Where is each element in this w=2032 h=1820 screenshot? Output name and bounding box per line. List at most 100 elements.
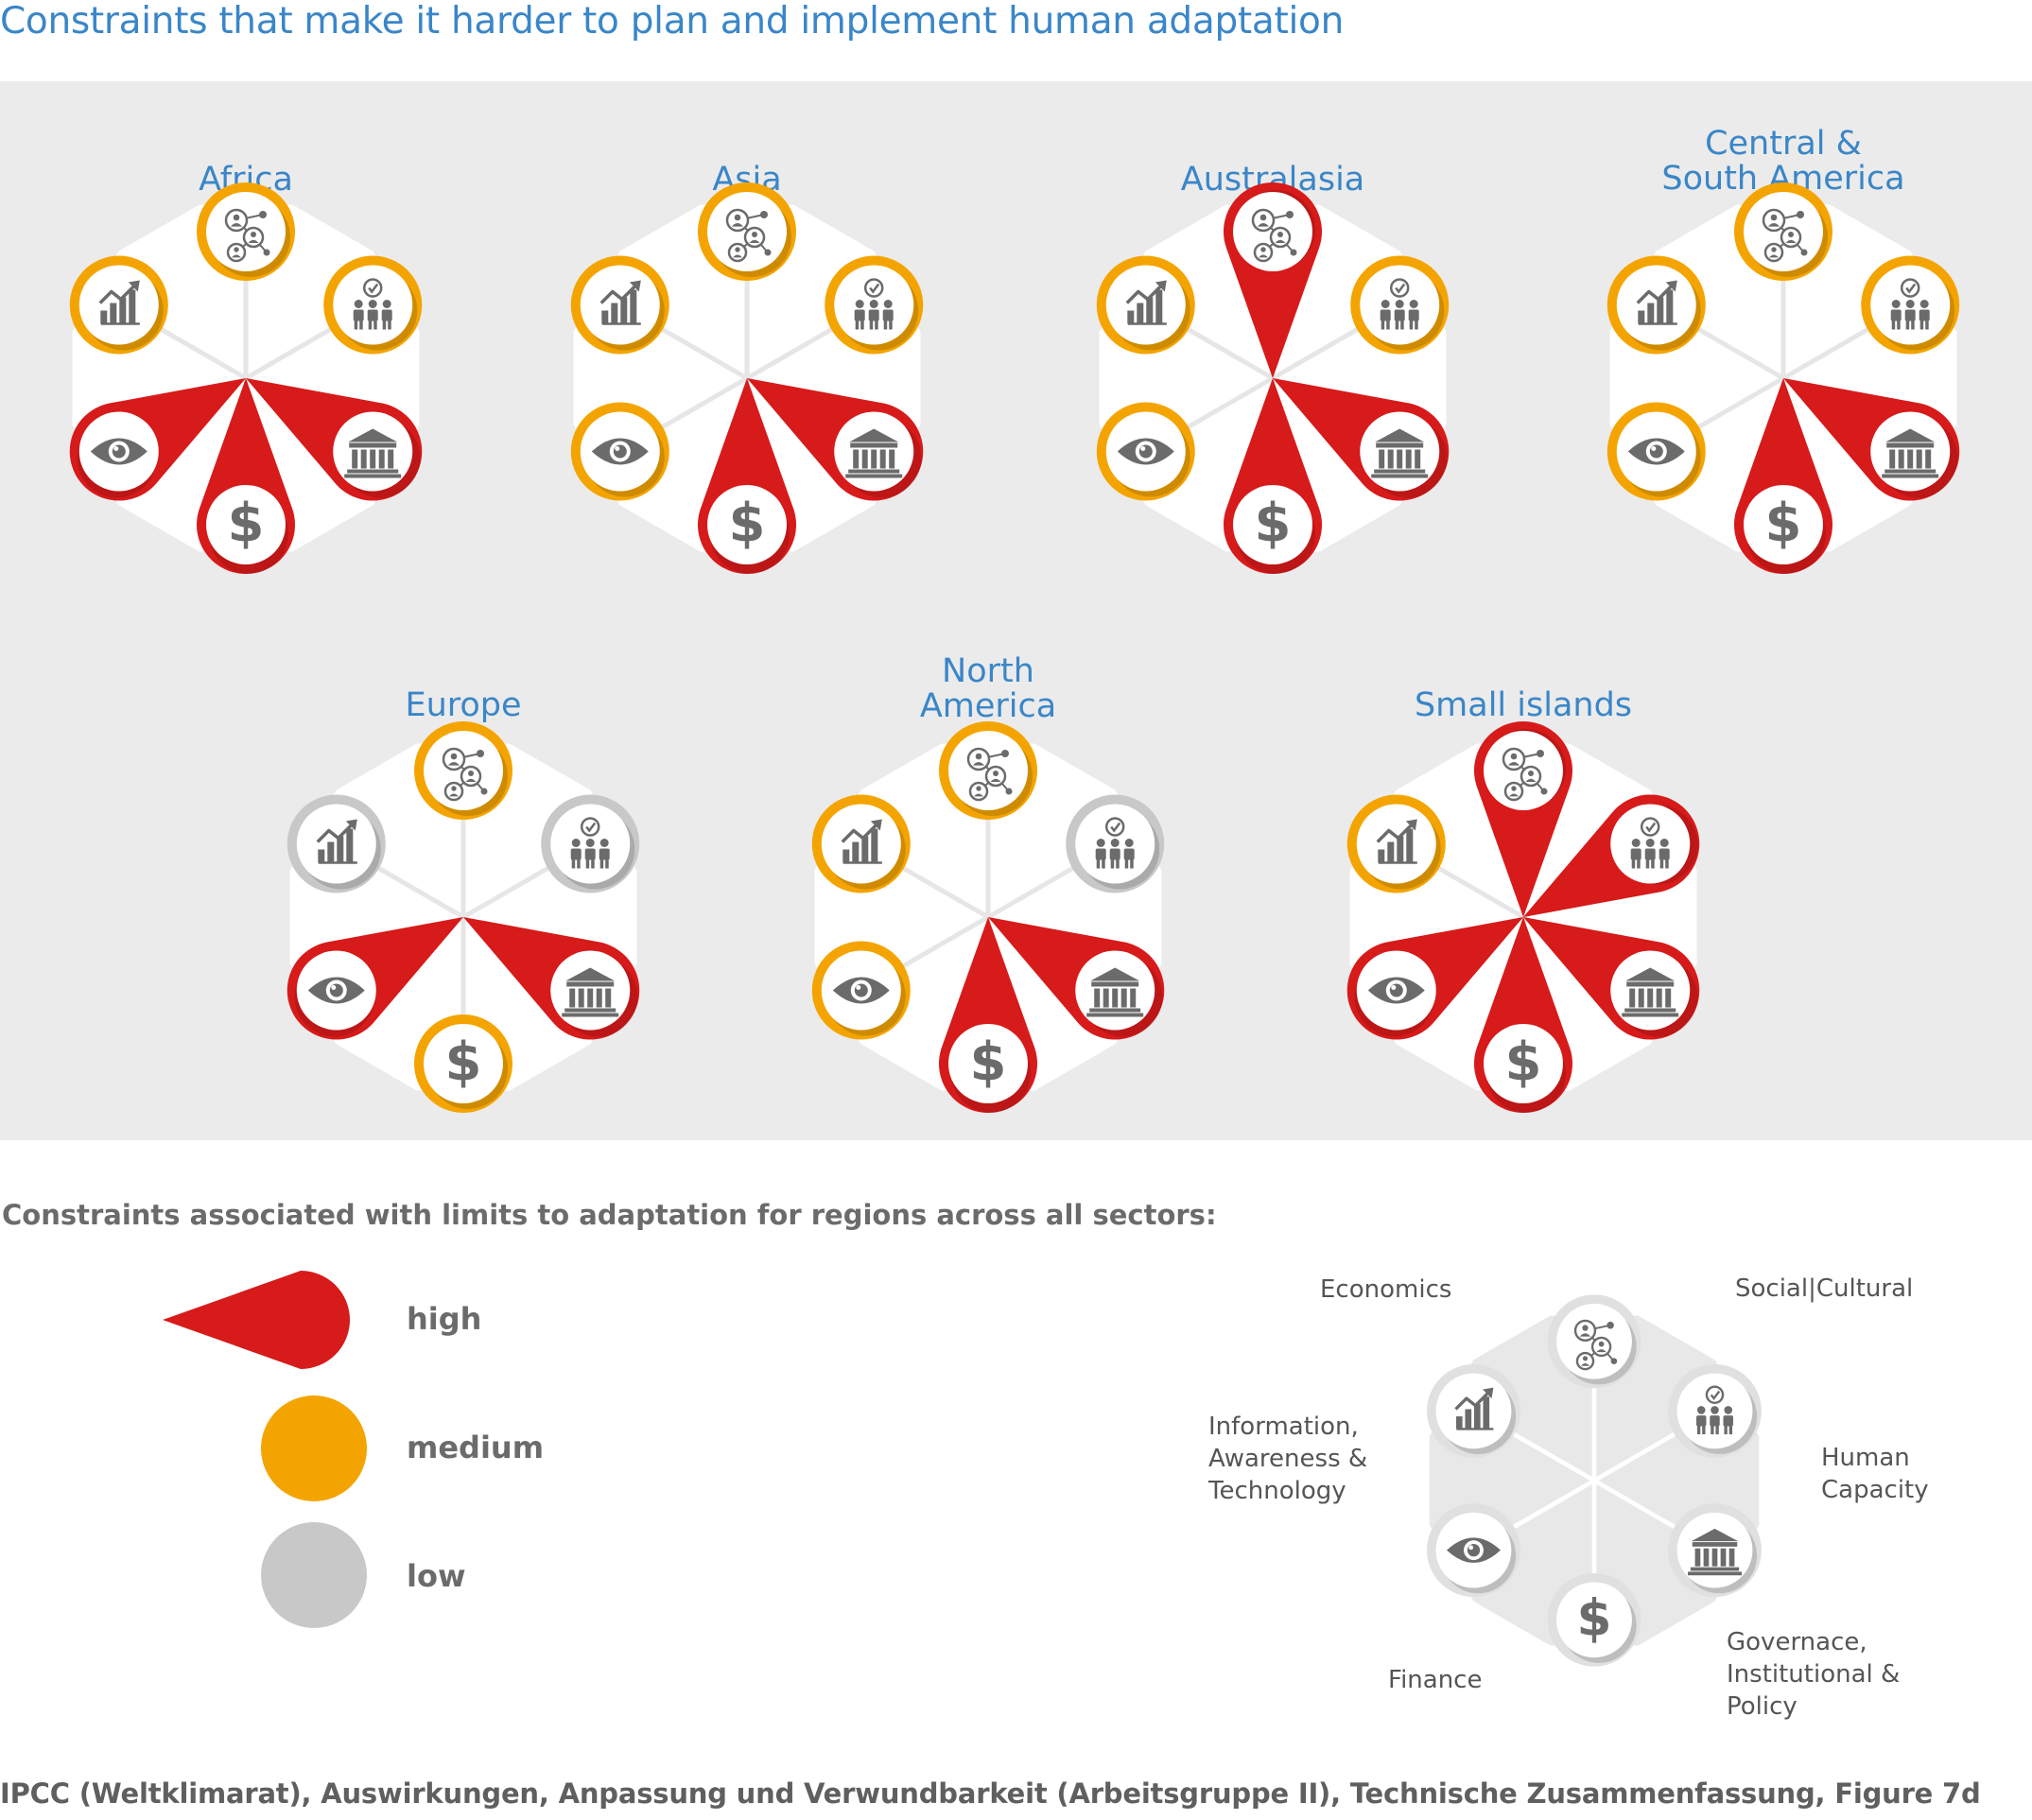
petal-finance: $ — [1474, 917, 1572, 1114]
chart-up-icon — [316, 819, 357, 864]
eye-icon — [307, 977, 365, 1004]
dollar-icon: $ — [1255, 493, 1292, 554]
key-label-economics: Economics — [1320, 1275, 1452, 1304]
petal-finance: $ — [197, 378, 296, 575]
region-name: Small islands — [1414, 686, 1633, 724]
social-network-icon — [725, 208, 772, 263]
people-check-icon — [1696, 1385, 1733, 1435]
petal-governance — [1523, 917, 1700, 1040]
legend-high-marker — [163, 1271, 350, 1369]
region-africa: Africa $ — [0, 132, 492, 624]
region-name: North America — [919, 652, 1057, 725]
petal-social — [1474, 720, 1572, 917]
chart-up-icon — [1125, 280, 1167, 325]
chart-up-icon — [1376, 819, 1417, 864]
social-network-icon — [966, 747, 1013, 802]
petal-social — [939, 721, 1037, 820]
petal-economics — [1096, 255, 1195, 355]
page-title: Constraints that make it harder to plan … — [0, 0, 1345, 43]
petal-human — [1861, 255, 1960, 355]
institution-icon — [562, 967, 619, 1017]
institution-icon — [1086, 967, 1144, 1017]
people-check-icon — [1890, 278, 1930, 330]
petal-governance — [988, 917, 1165, 1040]
region-asia: Asia $ — [501, 132, 993, 624]
key-label-finance: Finance — [1388, 1666, 1483, 1694]
people-check-icon — [570, 817, 610, 869]
svg-text:$: $ — [729, 493, 766, 554]
region-flower: $ — [811, 721, 1165, 1114]
dollar-icon: $ — [1505, 1031, 1542, 1093]
region-flower: $ — [1606, 182, 1960, 575]
petal-human — [825, 255, 924, 355]
region-name: Europe — [405, 686, 522, 724]
region-small-islands: Small islands $ — [1277, 671, 1769, 1163]
dollar-icon: $ — [1765, 493, 1802, 554]
petal-governance — [1273, 378, 1450, 501]
petal-human — [1668, 1363, 1762, 1458]
legend-low-marker — [261, 1522, 367, 1628]
chart-up-icon — [98, 280, 140, 325]
region-name: Central & South America — [1661, 125, 1905, 198]
svg-text:$: $ — [1576, 1588, 1611, 1647]
petal-finance: $ — [1547, 1572, 1641, 1667]
people-check-icon — [353, 278, 392, 330]
petal-economics — [811, 794, 911, 893]
region-flower: $ — [287, 721, 640, 1113]
svg-text:$: $ — [970, 1031, 1007, 1093]
petal-human — [1350, 255, 1450, 355]
source-note: IPCC (Weltklimarat), Auswirkungen, Anpas… — [0, 1777, 1981, 1810]
people-check-icon — [854, 278, 894, 330]
legend: high medium low — [151, 1257, 624, 1645]
social-network-icon — [442, 747, 488, 802]
social-network-icon — [224, 208, 270, 263]
region-europe: Europe $ — [217, 671, 709, 1163]
dollar-icon: $ — [970, 1031, 1007, 1093]
key-label-governance: Governace, Institutional & Policy — [1727, 1628, 1901, 1721]
chart-up-icon — [1636, 280, 1677, 325]
petal-governance — [246, 378, 423, 501]
eye-icon — [1117, 438, 1174, 465]
dollar-icon: $ — [1576, 1588, 1611, 1647]
petal-economics — [1606, 255, 1706, 355]
petal-finance: $ — [1224, 378, 1322, 575]
petal-information — [1606, 402, 1706, 501]
key-label-information: Information, Awareness & Technology — [1208, 1413, 1368, 1505]
region-north-america: North America $ — [742, 654, 1234, 1163]
dollar-icon: $ — [445, 1031, 482, 1093]
people-check-icon — [1380, 278, 1419, 330]
legend-medium-label: medium — [407, 1430, 545, 1465]
chart-up-icon — [841, 819, 882, 864]
petal-social — [1547, 1294, 1641, 1389]
petal-finance: $ — [698, 378, 796, 575]
petal-social — [1734, 182, 1832, 281]
petal-human — [1066, 794, 1165, 893]
petal-finance: $ — [1734, 378, 1832, 575]
key-label-human: Human Capacity — [1821, 1444, 1929, 1504]
people-check-icon — [1095, 817, 1135, 869]
petal-economics — [1427, 1363, 1520, 1458]
legend-symbols — [163, 1271, 367, 1628]
petal-governance — [1668, 1503, 1762, 1598]
social-network-icon — [1251, 208, 1297, 263]
eye-icon — [832, 977, 890, 1004]
regions-panel: Africa $ Asia $ Australasia $ Central & … — [0, 81, 2032, 1140]
region-australasia: Australasia $ — [1027, 132, 1519, 624]
petal-human — [1523, 794, 1700, 917]
dollar-icon: $ — [228, 493, 265, 554]
petal-economics — [287, 794, 386, 893]
key-flower: $ — [1427, 1294, 1762, 1667]
petal-finance: $ — [414, 1014, 512, 1113]
institution-icon — [845, 428, 903, 478]
petal-social — [1224, 182, 1322, 378]
petal-finance: $ — [939, 917, 1037, 1114]
eye-icon — [591, 438, 649, 465]
eye-icon — [1367, 977, 1425, 1004]
petal-economics — [69, 255, 168, 355]
people-check-icon — [1630, 817, 1670, 869]
petal-information — [570, 402, 669, 501]
eye-icon — [90, 438, 148, 465]
social-network-icon — [1573, 1319, 1618, 1371]
petal-economics — [1346, 794, 1446, 893]
petal-human — [323, 255, 423, 355]
